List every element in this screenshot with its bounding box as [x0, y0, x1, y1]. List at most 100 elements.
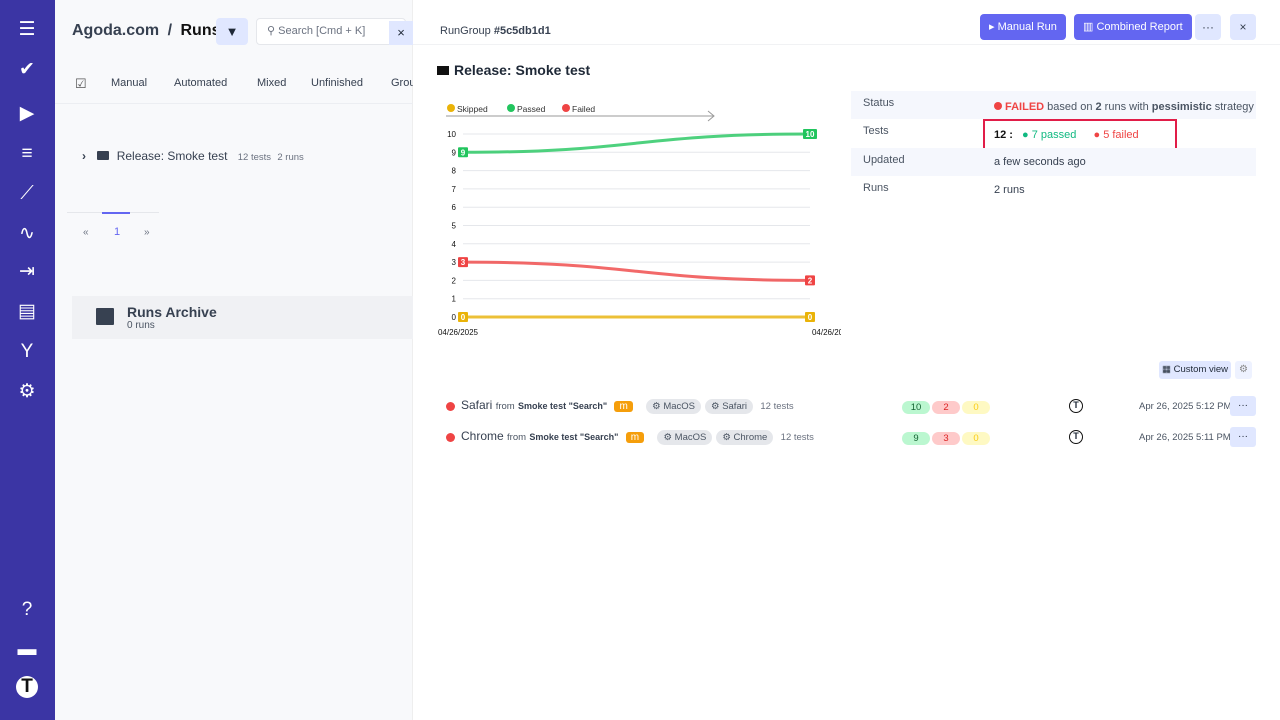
- rungroup-item[interactable]: › Release: Smoke test 12 tests 2 runs: [82, 149, 304, 163]
- runs-value: 2 runs: [994, 184, 1025, 196]
- filter-button[interactable]: ▼: [216, 18, 248, 45]
- run-name[interactable]: Chrome: [461, 429, 504, 443]
- breadcrumb-project[interactable]: Agoda.com: [72, 22, 160, 39]
- close-button[interactable]: ×: [1230, 14, 1256, 40]
- select-runs-icon[interactable]: ☑: [75, 76, 87, 91]
- rungroup-name[interactable]: Release: Smoke test: [116, 149, 228, 163]
- legend-marker[interactable]: [447, 104, 455, 112]
- status-text: runs with: [1101, 101, 1152, 113]
- sidebar: ☰ ✔ ▶ ≡ ⟋ ∿ ⇥ ▤ Y ⚙? ▬ T: [0, 0, 55, 720]
- y-tick-label: 6: [452, 203, 457, 212]
- status-label: Status: [863, 97, 895, 109]
- combined-report-button[interactable]: ▥ Combined Report: [1074, 14, 1192, 40]
- failed-dot-icon: [994, 102, 1002, 110]
- header-divider: [413, 44, 1280, 45]
- tab-manual[interactable]: Manual: [111, 77, 148, 89]
- run-date: Apr 26, 2025 5:11 PM: [1139, 432, 1231, 443]
- legend-label[interactable]: Skipped: [457, 104, 488, 114]
- run-name[interactable]: Safari: [461, 398, 493, 412]
- runs-row: Runs 2 runs: [851, 176, 1256, 204]
- custom-view-button[interactable]: ▦ Custom view: [1159, 361, 1231, 379]
- steps-icon[interactable]: ⟋: [20, 183, 34, 204]
- run-more-button[interactable]: ···: [1230, 427, 1256, 447]
- tag-label: Chrome: [733, 432, 768, 443]
- combined-report-label: Combined Report: [1096, 21, 1183, 33]
- run-more-button[interactable]: ···: [1230, 396, 1256, 416]
- archive-icon: [96, 308, 114, 325]
- next-page-button[interactable]: »: [144, 227, 150, 238]
- gear-icon[interactable]: ⚙: [18, 381, 36, 402]
- import-icon[interactable]: ⇥: [19, 261, 35, 282]
- run-row[interactable]: Chrome from Smoke test "Search" m ⚙ MacO…: [446, 427, 1256, 449]
- data-label-bg: [458, 312, 468, 322]
- tab-mixed[interactable]: Mixed: [257, 77, 287, 89]
- runs-panel: Agoda.com / Runs ▼ ⚲ Search [Cmd + K] × …: [55, 0, 416, 720]
- manual-run-label: Manual Run: [997, 21, 1057, 33]
- data-label-bg: [805, 275, 815, 286]
- run-row[interactable]: Safari from Smoke test "Search" m ⚙ MacO…: [446, 396, 1256, 418]
- folder-icon: [97, 151, 110, 160]
- tab-unfinished[interactable]: Unfinished: [311, 77, 363, 89]
- data-label: 10: [806, 130, 815, 139]
- view-settings-button[interactable]: ⚙: [1235, 361, 1252, 379]
- data-label-bg: [805, 312, 815, 322]
- legend-marker[interactable]: [507, 104, 515, 112]
- branch-icon[interactable]: Y: [20, 341, 34, 362]
- y-tick-label: 3: [452, 258, 457, 267]
- legend-label[interactable]: Failed: [572, 104, 595, 114]
- list-check-icon[interactable]: ≡: [21, 143, 33, 164]
- prev-page-button[interactable]: «: [83, 227, 89, 238]
- updated-value: a few seconds ago: [994, 156, 1086, 168]
- y-tick-label: 7: [452, 185, 457, 194]
- gear-icon: ⚙: [663, 432, 673, 443]
- page-1-button[interactable]: 1: [114, 226, 121, 238]
- status-state: FAILED: [1005, 101, 1045, 113]
- legend-marker[interactable]: [562, 104, 570, 112]
- y-tick-label: 0: [452, 313, 457, 322]
- data-label-bg: [458, 257, 468, 268]
- manual-run-button[interactable]: ▸ Manual Run: [980, 14, 1066, 40]
- skipped-count: 0: [962, 432, 990, 445]
- failed-status-icon: [446, 433, 455, 442]
- data-label: 0: [808, 313, 813, 322]
- more-button[interactable]: ···: [1195, 14, 1221, 40]
- menu-icon[interactable]: ☰: [18, 19, 36, 40]
- run-source[interactable]: Smoke test "Search": [518, 401, 608, 411]
- custom-view-label: Custom view: [1173, 364, 1228, 375]
- testomat-logo-icon[interactable]: T: [16, 676, 38, 698]
- runs-label: Runs: [863, 182, 889, 194]
- play-circle-icon[interactable]: ▶: [19, 103, 35, 124]
- folder-icon[interactable]: ▬: [17, 639, 37, 660]
- y-tick-label: 2: [452, 276, 457, 285]
- title-text: Release: Smoke test: [454, 62, 591, 78]
- tests-row: Tests 12 : ● 7 passed ● 5 failed: [851, 119, 1256, 151]
- tag-label: MacOS: [663, 401, 696, 412]
- failed-count: 2: [932, 401, 960, 414]
- skipped-count: 0: [962, 401, 990, 414]
- search-input[interactable]: ⚲ Search [Cmd + K]: [256, 18, 406, 45]
- help-icon[interactable]: ?: [21, 599, 33, 620]
- tag: ⚙ MacOS: [657, 430, 713, 445]
- check-icon[interactable]: ✔: [19, 59, 35, 80]
- run-source[interactable]: Smoke test "Search": [529, 432, 619, 442]
- data-label: 3: [461, 258, 466, 267]
- pulse-icon[interactable]: ∿: [19, 223, 35, 244]
- play-icon: ▸: [989, 21, 995, 33]
- archive-count: 0 runs: [127, 320, 155, 331]
- runs-archive[interactable]: Runs Archive 0 runs: [72, 296, 413, 339]
- runs-chart: 01234567891004/26/202504/26/2025SkippedP…: [438, 104, 841, 337]
- status-strategy: pessimistic: [1151, 101, 1212, 113]
- search-placeholder: Search [Cmd + K]: [278, 25, 366, 37]
- tab-grou[interactable]: Grou: [391, 77, 416, 89]
- y-tick-label: 9: [452, 148, 457, 157]
- y-tick-label: 5: [452, 222, 457, 231]
- chart-icon[interactable]: ▤: [18, 301, 36, 322]
- data-label: 0: [461, 313, 466, 322]
- updated-label: Updated: [863, 154, 905, 166]
- tab-automated[interactable]: Automated: [174, 77, 228, 89]
- archive-title: Runs Archive: [127, 304, 217, 320]
- clear-search-button[interactable]: ×: [389, 21, 413, 45]
- y-tick-label: 1: [452, 295, 457, 304]
- legend-label[interactable]: Passed: [517, 104, 546, 114]
- chevron-right-icon[interactable]: ›: [82, 149, 86, 163]
